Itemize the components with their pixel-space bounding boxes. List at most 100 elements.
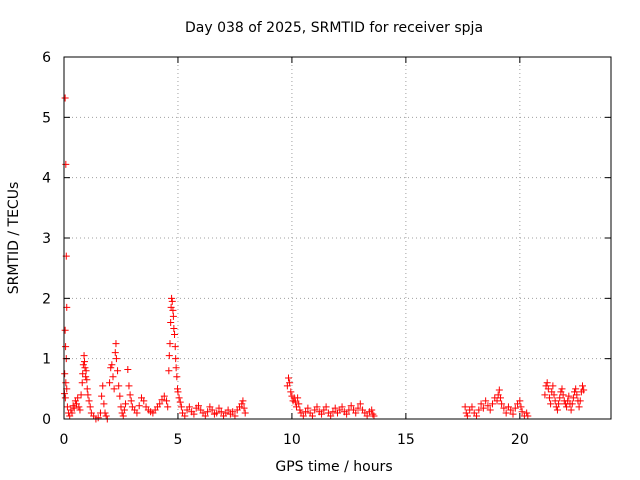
data-point xyxy=(363,412,371,420)
data-points xyxy=(60,94,588,423)
data-point xyxy=(194,402,202,410)
data-point xyxy=(172,364,180,372)
data-point xyxy=(165,367,173,375)
data-point xyxy=(304,404,312,412)
data-point xyxy=(166,340,174,348)
data-point xyxy=(482,397,490,405)
data-point xyxy=(117,403,125,411)
data-point xyxy=(168,294,176,302)
data-point xyxy=(107,364,115,372)
data-point xyxy=(338,403,346,411)
x-axis-ticks: 0 5 10 15 20 xyxy=(60,57,529,448)
data-point xyxy=(79,361,87,369)
data-point xyxy=(171,331,179,339)
data-point xyxy=(124,366,132,374)
y-axis-ticks: 0 1 2 3 4 5 6 xyxy=(42,50,611,428)
data-point xyxy=(62,160,70,168)
data-point xyxy=(541,391,549,399)
data-point xyxy=(559,391,567,399)
data-point xyxy=(369,410,377,418)
data-point xyxy=(126,391,134,399)
data-point xyxy=(77,391,85,399)
data-point xyxy=(486,406,494,414)
data-point xyxy=(565,392,573,400)
data-point xyxy=(231,412,239,420)
data-point xyxy=(169,306,177,314)
data-point xyxy=(356,400,364,408)
data-point xyxy=(201,412,209,420)
data-point xyxy=(579,382,587,390)
data-point xyxy=(500,404,508,412)
data-point xyxy=(473,412,481,420)
data-point xyxy=(575,403,583,411)
data-point xyxy=(544,385,552,393)
data-point xyxy=(576,397,584,405)
data-point xyxy=(101,409,109,417)
data-point xyxy=(176,398,184,406)
data-point xyxy=(215,404,223,412)
data-point xyxy=(79,370,87,378)
data-point xyxy=(61,94,69,102)
data-point xyxy=(84,391,92,399)
y-axis-label: SRMTID / TECUs xyxy=(6,182,22,295)
y-tick-label: 1 xyxy=(42,352,51,368)
data-point xyxy=(322,403,330,411)
data-point xyxy=(296,406,304,414)
data-point xyxy=(556,394,564,402)
data-point xyxy=(238,400,246,408)
data-point xyxy=(62,379,70,387)
data-point xyxy=(550,391,558,399)
data-point xyxy=(204,408,212,416)
data-point xyxy=(83,385,91,393)
data-point xyxy=(477,400,485,408)
data-point xyxy=(368,406,376,414)
data-point xyxy=(558,385,566,393)
data-point xyxy=(580,386,588,394)
data-point xyxy=(495,386,503,394)
data-point xyxy=(462,409,470,417)
data-point xyxy=(286,379,294,387)
data-point xyxy=(140,397,148,405)
data-point xyxy=(125,382,133,390)
data-point xyxy=(115,382,123,390)
data-point xyxy=(229,408,237,416)
data-point xyxy=(172,355,180,363)
data-point xyxy=(549,382,557,390)
data-point xyxy=(67,406,75,414)
data-point xyxy=(109,373,117,381)
data-point xyxy=(516,397,524,405)
data-point xyxy=(81,358,89,366)
data-point xyxy=(509,410,517,418)
data-point xyxy=(75,403,83,411)
data-point xyxy=(127,397,135,405)
data-point xyxy=(313,403,321,411)
data-point xyxy=(331,404,339,412)
data-point xyxy=(343,410,351,418)
data-point xyxy=(318,410,326,418)
data-point xyxy=(573,391,581,399)
data-point xyxy=(68,409,76,417)
data-point xyxy=(572,385,580,393)
x-tick-label: 15 xyxy=(397,432,415,448)
data-point xyxy=(551,397,559,405)
data-point xyxy=(185,403,193,411)
data-point xyxy=(63,403,71,411)
data-point xyxy=(568,400,576,408)
data-point xyxy=(239,397,247,405)
data-point xyxy=(164,403,172,411)
data-point xyxy=(468,403,476,411)
data-point xyxy=(76,406,84,414)
data-point xyxy=(555,400,563,408)
data-point xyxy=(518,408,526,416)
data-point xyxy=(122,400,130,408)
data-point xyxy=(116,392,124,400)
data-point xyxy=(74,394,82,402)
grid-lines xyxy=(64,57,611,419)
data-point xyxy=(213,409,221,417)
data-point xyxy=(61,370,69,378)
x-tick-label: 5 xyxy=(173,432,182,448)
data-point xyxy=(83,376,91,384)
data-point xyxy=(488,400,496,408)
data-point xyxy=(61,394,69,402)
x-axis-label: GPS time / hours xyxy=(275,459,392,475)
